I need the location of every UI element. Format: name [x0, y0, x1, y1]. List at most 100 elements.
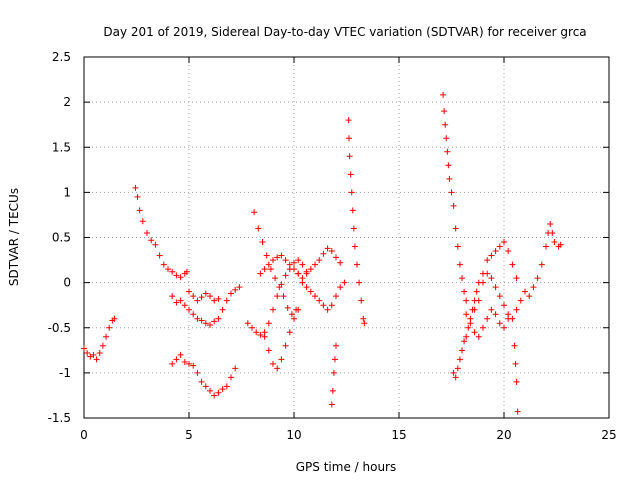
data-point: [219, 386, 226, 393]
data-point: [249, 324, 255, 331]
x-tick-label: 15: [391, 428, 406, 442]
data-point: [251, 209, 258, 216]
data-point: [223, 297, 230, 304]
data-point: [349, 207, 356, 214]
data-point: [488, 275, 495, 282]
data-point: [265, 320, 272, 327]
data-point: [265, 261, 272, 268]
data-point: [99, 342, 106, 349]
data-point: [211, 318, 218, 325]
data-point: [288, 311, 295, 318]
data-point: [320, 250, 327, 257]
data-point: [450, 369, 457, 376]
y-tick-label: -1: [59, 366, 71, 380]
data-point: [549, 229, 556, 236]
data-point: [303, 270, 310, 277]
data-point: [333, 254, 339, 261]
data-point: [223, 383, 230, 390]
data-point: [286, 329, 293, 336]
data-point: [441, 108, 448, 115]
data-point: [440, 91, 447, 98]
x-tick-label: 20: [496, 428, 511, 442]
data-point: [328, 302, 335, 309]
data-point: [333, 342, 339, 349]
series-arc-i: [261, 306, 302, 372]
data-point: [307, 266, 314, 273]
data-point: [463, 311, 470, 318]
data-point: [265, 347, 272, 354]
data-point: [202, 290, 209, 297]
data-point: [215, 295, 222, 302]
x-axis-label: GPS time / hours: [296, 460, 397, 474]
data-point: [443, 135, 450, 142]
data-point: [471, 329, 478, 336]
data-point: [198, 317, 205, 324]
data-point: [337, 259, 344, 266]
data-point: [350, 225, 357, 232]
data-point: [144, 229, 150, 236]
data-point: [278, 281, 285, 288]
data-point: [194, 297, 201, 304]
data-point: [324, 306, 331, 313]
data-point: [358, 297, 365, 304]
data-point: [219, 306, 226, 313]
data-point: [215, 389, 222, 396]
data-point: [139, 218, 146, 225]
data-point: [492, 284, 499, 291]
data-point: [295, 306, 302, 313]
data-point: [475, 333, 482, 340]
chart-title: Day 201 of 2019, Sidereal Day-to-day VTE…: [103, 25, 586, 39]
data-point: [270, 257, 276, 264]
y-tick-label: 0: [63, 276, 71, 290]
y-tick-label: 0.5: [52, 231, 71, 245]
data-point: [543, 243, 549, 250]
data-point: [316, 297, 323, 304]
data-point: [173, 272, 180, 279]
data-point: [169, 268, 176, 275]
data-point: [329, 387, 336, 394]
series-arc-r: [511, 342, 521, 415]
data-point: [211, 297, 218, 304]
data-point: [282, 342, 289, 349]
series-arc-m: [440, 91, 470, 304]
data-point: [452, 374, 459, 381]
data-point: [156, 252, 163, 259]
data-point: [295, 270, 302, 277]
data-point: [361, 320, 368, 327]
data-point: [505, 311, 512, 318]
data-point: [177, 274, 184, 281]
data-point: [261, 266, 268, 273]
series-arc-o: [463, 306, 512, 340]
data-point: [190, 362, 197, 369]
data-point: [165, 266, 171, 273]
data-point: [446, 175, 453, 182]
data-point: [274, 293, 281, 300]
data-point: [132, 184, 139, 191]
data-point: [501, 302, 507, 309]
data-point: [207, 387, 213, 394]
series-arc-p: [480, 239, 520, 282]
data-point: [286, 261, 293, 268]
data-point: [177, 297, 184, 304]
data-point: [267, 266, 274, 273]
data-point: [312, 293, 318, 300]
data-point: [360, 315, 367, 322]
data-point: [452, 225, 459, 232]
data-point: [471, 306, 478, 313]
data-point: [347, 171, 354, 178]
data-point: [207, 322, 213, 329]
data-point: [263, 252, 270, 259]
data-point: [181, 359, 188, 366]
data-point: [346, 153, 353, 160]
x-tick-label: 25: [601, 428, 616, 442]
data-point: [280, 293, 287, 300]
y-tick-label: -1.5: [48, 411, 71, 425]
data-point: [282, 272, 289, 279]
data-point: [278, 252, 285, 259]
data-point: [211, 392, 218, 399]
data-point: [522, 288, 528, 295]
data-point: [202, 383, 209, 390]
data-point: [291, 315, 297, 322]
x-tick-label: 5: [185, 428, 193, 442]
data-point: [534, 275, 541, 282]
